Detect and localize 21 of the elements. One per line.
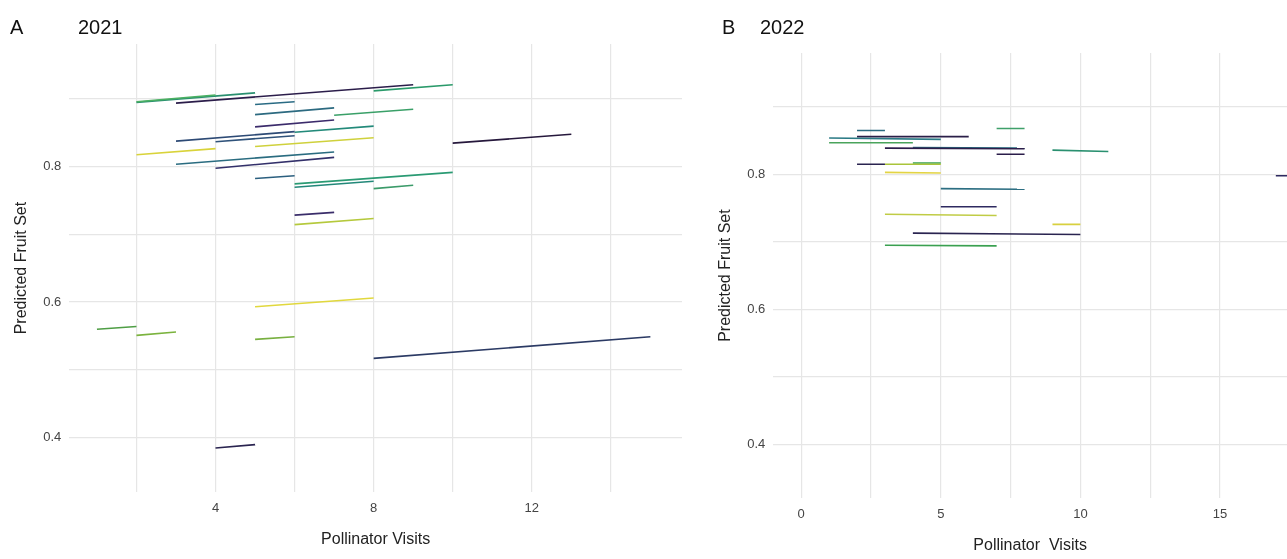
x-tick-label: 12 (524, 499, 540, 515)
x-tick-label: 8 (370, 499, 378, 515)
y-tick-label: 0.6 (43, 293, 62, 309)
x-axis-title: Pollinator Visits (321, 529, 431, 547)
y-axis-title: Predicted Fruit Set (12, 201, 30, 335)
x-axis-title: Pollinator Visits (973, 535, 1087, 553)
text: B (722, 16, 736, 38)
chart-title: 2022 (760, 16, 805, 38)
y-axis-title: Predicted Fruit Set (716, 208, 734, 342)
chart-title: 2021 (78, 16, 123, 38)
x-tick-label: 15 (1212, 505, 1228, 521)
x-tick-label: 5 (937, 505, 945, 521)
x-tick-label: 0 (797, 505, 805, 521)
x-tick-label: 4 (211, 499, 220, 515)
y-tick-label: 0.6 (747, 300, 766, 316)
y-tick-label: 0.8 (747, 166, 766, 181)
text: A (10, 16, 24, 38)
y-tick-label: 0.4 (43, 429, 62, 445)
x-tick-label: 10 (1073, 505, 1088, 521)
y-tick-label: 0.8 (43, 157, 62, 173)
y-tick-label: 0.4 (747, 435, 766, 451)
